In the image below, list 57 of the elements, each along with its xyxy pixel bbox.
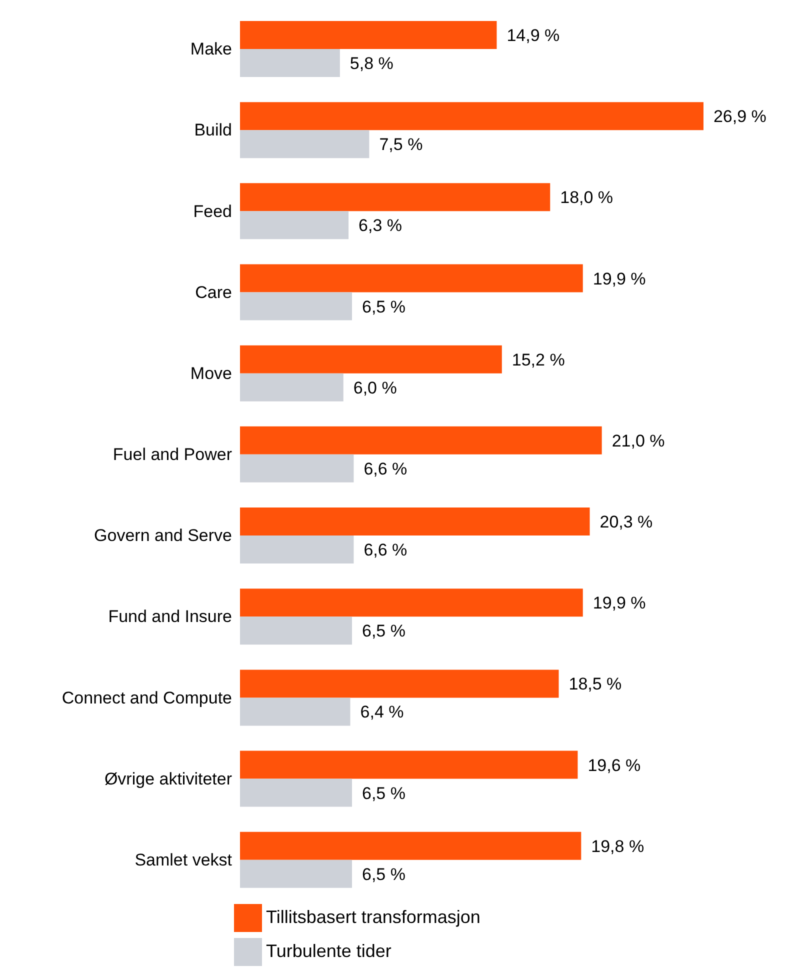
data-label: 7,5 %: [379, 135, 423, 154]
legend-label: Turbulente tider: [266, 941, 392, 961]
y-tick-label: Feed: [193, 202, 232, 221]
data-label: 26,9 %: [713, 107, 766, 126]
data-label: 6,5 %: [362, 622, 406, 641]
bar: [240, 373, 344, 402]
data-label: 6,6 %: [364, 459, 408, 478]
bar: [240, 454, 354, 482]
bar: [240, 508, 590, 536]
bar: [240, 588, 583, 617]
data-label: 6,5 %: [362, 297, 406, 316]
bar: [240, 20, 497, 49]
bar: [240, 426, 602, 454]
bar: [240, 832, 582, 860]
y-tick-label: Fuel and Power: [112, 445, 232, 464]
data-label: 15,2 %: [512, 350, 565, 370]
data-label: 18,5 %: [568, 674, 622, 694]
bar: [240, 860, 352, 888]
y-tick-label: Øvrige aktiviteter: [104, 769, 232, 788]
y-tick-label: Move: [190, 364, 232, 383]
data-label: 19,9 %: [592, 269, 646, 288]
data-label: 6,3 %: [358, 216, 402, 236]
bar: [240, 750, 578, 779]
data-label: 19,6 %: [588, 756, 641, 775]
data-label: 6,5 %: [362, 784, 406, 803]
bar: [240, 698, 350, 726]
data-label: 6,0 %: [353, 378, 397, 398]
bar: [240, 345, 502, 374]
data-label: 6,6 %: [364, 540, 408, 560]
bar: [240, 778, 352, 807]
data-label: 20,3 %: [600, 512, 653, 532]
data-label: 19,8 %: [591, 836, 644, 856]
bar: [240, 670, 559, 698]
data-label: 6,5 %: [362, 864, 406, 884]
data-label: 14,9 %: [506, 26, 560, 46]
data-label: 21,0 %: [612, 431, 665, 450]
bar: [240, 183, 550, 212]
bar: [240, 102, 704, 130]
y-tick-label: Make: [190, 40, 232, 59]
data-label: 18,0 %: [560, 188, 614, 208]
bar: [240, 48, 340, 77]
y-tick-label: Build: [194, 120, 232, 140]
y-tick-label: Connect and Compute: [62, 688, 232, 708]
bar: [240, 292, 352, 320]
legend-label: Tillitsbasert transformasjon: [266, 907, 480, 927]
y-tick-label: Samlet vekst: [134, 850, 232, 870]
data-label: 6,4 %: [360, 702, 404, 722]
bar: [240, 211, 349, 240]
data-label: 5,8 %: [350, 54, 394, 74]
bar: [240, 616, 352, 645]
y-tick-label: Fund and Insure: [108, 607, 232, 626]
bar: [240, 264, 583, 292]
bar: [240, 536, 354, 564]
bar: [240, 130, 370, 158]
data-label: 19,9 %: [592, 594, 646, 613]
y-tick-label: Care: [195, 282, 232, 302]
y-tick-label: Govern and Serve: [94, 526, 232, 546]
